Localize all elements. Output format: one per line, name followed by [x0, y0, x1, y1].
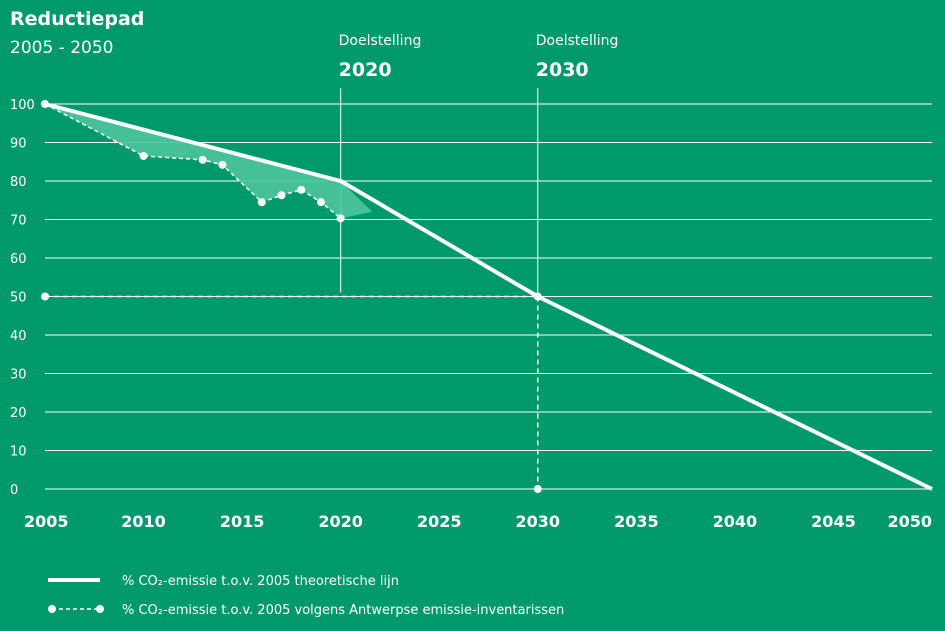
y-tick-label-80: 80 — [10, 175, 27, 190]
series-inventory-point — [257, 198, 266, 207]
y-tick-label-10: 10 — [10, 445, 27, 460]
legend-marker-inventory-start — [48, 605, 56, 613]
x-tick-label-2010: 2010 — [121, 512, 166, 531]
chart-title: Reductiepad — [10, 8, 144, 30]
y-tick-label-90: 90 — [10, 137, 27, 152]
y-tick-label-100: 100 — [10, 98, 35, 113]
x-tick-label-2045: 2045 — [811, 512, 856, 531]
x-tick-label-2020: 2020 — [318, 512, 363, 531]
series-inventory-point — [218, 160, 227, 169]
series-inventory-point — [336, 214, 345, 223]
target-year-2020: 2020 — [339, 59, 392, 81]
target-annotations: Doelstelling 2020 Doelstelling 2030 — [339, 33, 619, 293]
series-inventory-point — [277, 191, 286, 200]
y-tick-label-50: 50 — [10, 291, 27, 306]
target-guide-marker-x — [533, 485, 542, 493]
target-label-2020: Doelstelling — [339, 33, 422, 49]
series-inventory-point — [139, 151, 148, 160]
x-axis-ticks: 2005 2010 2015 2020 2025 2030 2035 2040 2045 2050 — [24, 512, 932, 531]
series-lines — [41, 100, 933, 491]
y-tick-label-0: 0 — [10, 483, 18, 498]
y-tick-label-20: 20 — [10, 406, 27, 421]
x-tick-label-2040: 2040 — [713, 512, 758, 531]
series-inventory-point — [41, 100, 49, 108]
x-tick-label-2025: 2025 — [417, 512, 462, 531]
target-label-2030: Doelstelling — [536, 33, 619, 49]
legend-label-theoretical: % CO₂-emissie t.o.v. 2005 theoretische l… — [122, 574, 399, 589]
x-tick-label-2005: 2005 — [24, 512, 69, 531]
y-tick-label-70: 70 — [10, 214, 27, 229]
y-tick-label-40: 40 — [10, 329, 27, 344]
y-tick-label-30: 30 — [10, 368, 27, 383]
x-tick-label-2050: 2050 — [887, 512, 932, 531]
series-inventory-point — [297, 185, 306, 194]
x-tick-label-2015: 2015 — [220, 512, 265, 531]
legend: % CO₂-emissie t.o.v. 2005 theoretische l… — [48, 574, 564, 618]
x-tick-label-2035: 2035 — [614, 512, 659, 531]
series-theoretical-line — [44, 102, 933, 491]
series-inventory-point — [316, 198, 325, 207]
chart-subtitle: 2005 - 2050 — [10, 38, 113, 58]
x-tick-label-2030: 2030 — [516, 512, 561, 531]
legend-marker-inventory-end — [96, 605, 104, 613]
target-guide-marker-y — [41, 292, 49, 301]
y-tick-label-60: 60 — [10, 252, 27, 267]
y-axis-ticks: 0 10 20 30 40 50 60 70 80 90 100 — [10, 98, 35, 498]
target-year-2030: 2030 — [536, 59, 589, 81]
series-inventory-point — [198, 155, 207, 164]
target-guides — [41, 292, 542, 493]
legend-label-inventory: % CO₂-emissie t.o.v. 2005 volgens Antwer… — [122, 603, 564, 618]
